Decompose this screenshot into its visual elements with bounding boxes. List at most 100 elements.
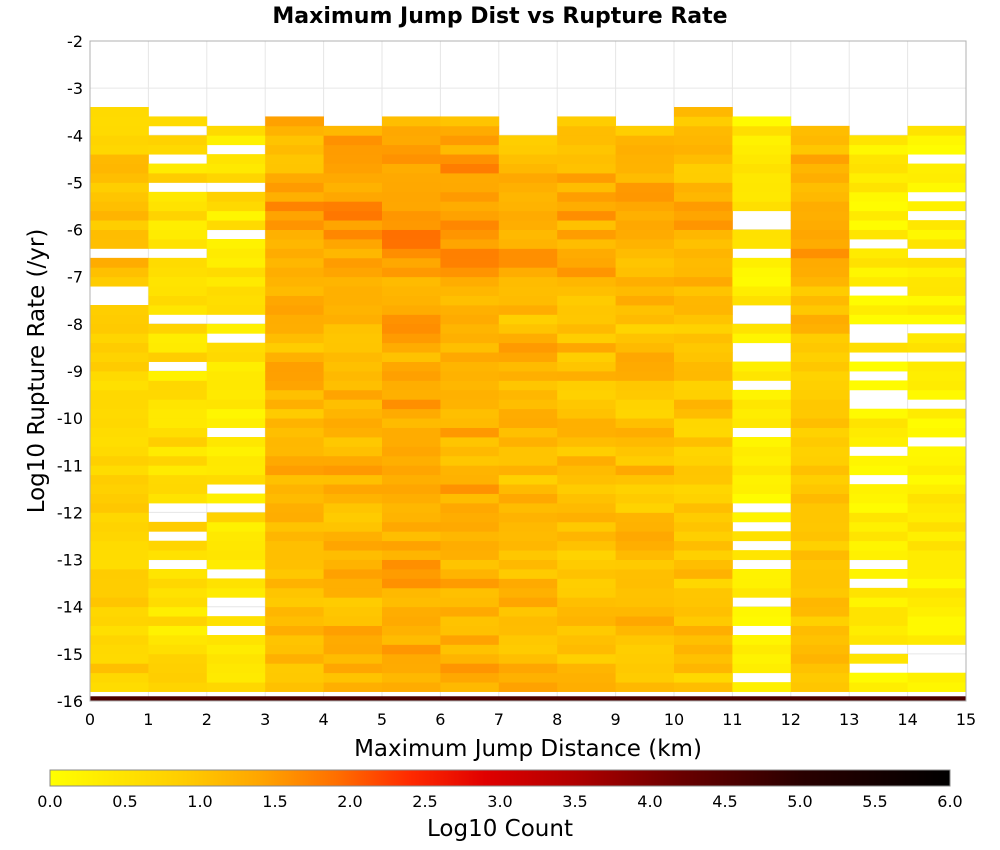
heatmap-cell [323,135,383,146]
heatmap-cell [265,135,324,146]
heatmap-cell [790,663,850,674]
heatmap-cell [907,559,967,570]
heatmap-cell [557,682,616,692]
heatmap-cell [148,399,208,410]
heatmap-cell [206,276,266,287]
heatmap-cell [382,484,441,494]
heatmap-cell [732,578,792,589]
heatmap-cell [615,229,675,240]
heatmap-cell [440,333,500,344]
heatmap-cell [206,342,266,353]
heatmap-cell [265,512,324,523]
heatmap-cell [498,201,558,212]
heatmap-cell [790,672,850,683]
heatmap-cell [498,427,558,438]
heatmap-cell [440,616,500,626]
heatmap-cell [323,399,383,410]
heatmap-cell [849,427,908,438]
heatmap-cell [148,163,208,174]
heatmap-cell [323,314,383,325]
heatmap-cell [849,672,908,683]
heatmap-cell [382,399,441,410]
heatmap-cell [148,239,208,249]
heatmap-cell [615,361,675,372]
heatmap-cell [265,295,324,306]
heatmap-cell [265,521,324,532]
heatmap-cell [674,352,733,362]
heatmap-cell [674,493,733,504]
heatmap-cell [674,305,733,315]
heatmap-cell [440,503,500,513]
heatmap-cell [265,286,324,296]
heatmap-cell [674,210,733,221]
heatmap-cell [498,229,558,240]
heatmap-cell [498,333,558,344]
heatmap-cell [498,380,558,391]
heatmap-cell [498,625,558,636]
heatmap-cell [849,342,908,353]
heatmap-cell [440,625,500,636]
heatmap-cell [382,361,441,372]
heatmap-cell [498,484,558,494]
heatmap-cell [557,210,616,221]
heatmap-cell [206,521,266,532]
heatmap-cell [557,399,616,410]
heatmap-cell [206,163,266,174]
heatmap-cell [674,653,733,664]
heatmap-cell [498,455,558,466]
heatmap-cell [790,578,850,589]
heatmap-cell [90,578,149,589]
heatmap-cell [440,446,500,457]
heatmap-cell [323,229,383,240]
heatmap-cell [440,220,500,230]
heatmap-cell [148,672,208,683]
colorbar-tick-label: 0.0 [37,792,62,811]
heatmap-cell [265,314,324,325]
heatmap-cell [148,493,208,504]
heatmap-cell [674,408,733,419]
heatmap-cell [790,484,850,494]
heatmap-cell [674,682,733,692]
heatmap-cell [265,399,324,410]
heatmap-cell [498,559,558,570]
heatmap-cell [498,323,558,334]
heatmap-cell [323,672,383,683]
heatmap-cell [498,210,558,221]
heatmap-cell [148,144,208,155]
x-tick-label: 9 [611,710,621,729]
heatmap-cell [440,455,500,466]
colorbar-tick-label: 3.5 [562,792,587,811]
heatmap-cell [382,389,441,400]
heatmap-cell [498,531,558,542]
heatmap-cell [674,418,733,428]
heatmap-cell [907,239,967,249]
heatmap-cell [674,484,733,494]
heatmap-cell [440,559,500,570]
colorbar-tick-label: 4.5 [712,792,737,811]
heatmap-cell [382,503,441,513]
heatmap-cell [615,455,675,466]
heatmap-cell [265,239,324,249]
heatmap-cell [615,503,675,513]
heatmap-cell [90,305,149,315]
heatmap-cell [557,154,616,164]
heatmap-cell [323,625,383,636]
heatmap-cell [265,267,324,278]
heatmap-cell [265,371,324,381]
heatmap-cell [440,653,500,664]
heatmap-cell [206,437,266,447]
heatmap-cell [674,182,733,193]
heatmap-cell [849,418,908,428]
heatmap-cell [732,408,792,419]
plot-frame [89,40,967,702]
heatmap-cell [90,125,149,136]
heatmap-cell [732,229,792,240]
heatmap-cell [790,531,850,542]
heatmap-cell [206,210,266,221]
heatmap-cell [849,455,908,466]
heatmap-cell [557,389,616,400]
heatmap-cell [615,399,675,410]
colorbar-tick-label: 0.5 [112,792,137,811]
heatmap-cell [557,286,616,296]
heatmap-cell [674,286,733,296]
